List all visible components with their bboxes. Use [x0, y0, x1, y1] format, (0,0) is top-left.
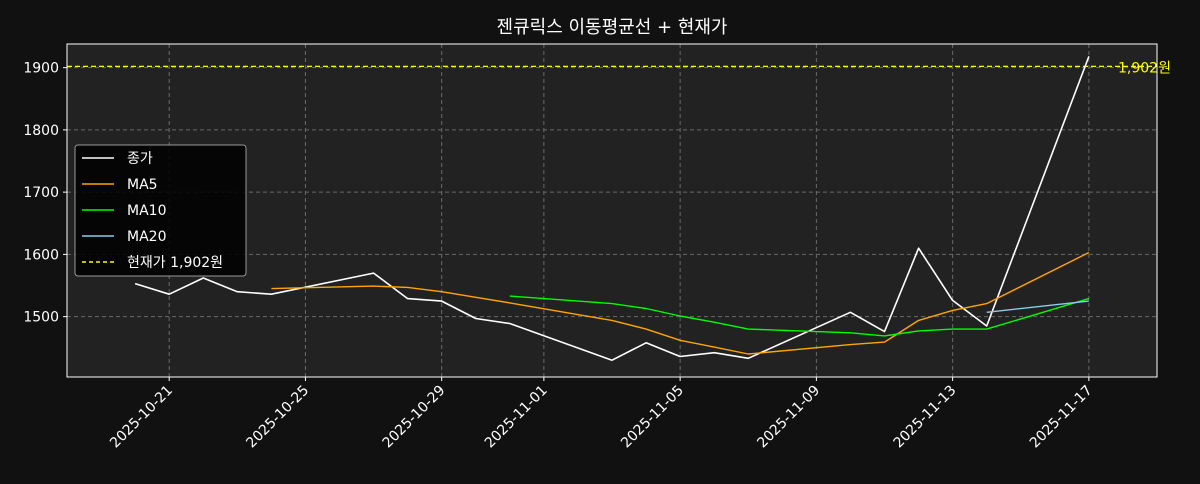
y-tick-label: 1700: [23, 185, 59, 201]
x-tick-label: 2025-11-01: [482, 383, 551, 452]
legend: 종가 MA5 MA10 MA20 현재가 1,902원: [74, 144, 247, 277]
x-tick-label: 2025-10-25: [243, 383, 312, 452]
y-tick-label: 1900: [23, 61, 59, 77]
plot-area: [67, 44, 1157, 377]
reference-line-group: 1,902원: [67, 60, 1171, 76]
y-tick-label: 1600: [23, 247, 59, 263]
x-tick-label: 2025-10-21: [107, 383, 176, 452]
plot-frame: [66, 43, 1158, 378]
series-line: [271, 251, 1090, 355]
y-tick-label: 1800: [23, 123, 59, 139]
series-line: [509, 295, 1090, 337]
legend-label: MA10: [127, 203, 166, 219]
y-tick-label: 1500: [23, 310, 59, 326]
x-tick-label: 2025-11-13: [891, 383, 960, 452]
legend-label: 종가: [127, 151, 153, 167]
legend-box: [74, 144, 247, 277]
x-tick-label: 2025-10-29: [380, 383, 449, 452]
legend-label: MA5: [127, 177, 158, 193]
chart-title: 젠큐릭스 이동평균선 + 현재가: [497, 17, 728, 38]
legend-label: MA20: [127, 229, 166, 245]
x-tick-label: 2025-11-17: [1027, 383, 1096, 452]
reference-line-label: 1,902원: [1118, 60, 1171, 76]
x-tick-label: 2025-11-09: [754, 383, 823, 452]
series-line: [986, 300, 1089, 313]
series-line: [134, 56, 1090, 362]
series-group: [134, 56, 1090, 362]
x-tick-label: 2025-11-05: [618, 383, 687, 452]
legend-label: 현재가 1,902원: [127, 255, 223, 271]
